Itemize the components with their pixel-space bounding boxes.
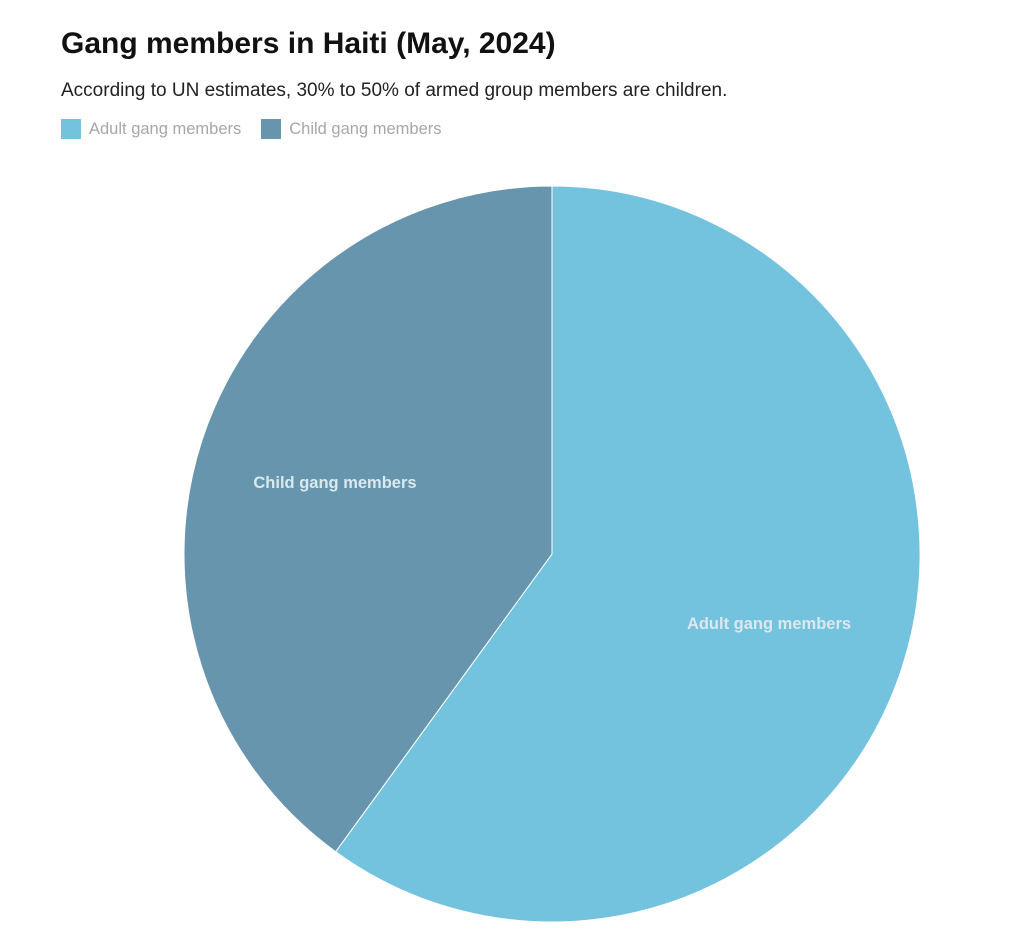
legend-label-child: Child gang members <box>289 120 442 138</box>
pie-labels: Adult gang members Child gang members <box>253 474 851 633</box>
pie-slices <box>183 185 921 923</box>
chart-title: Gang members in Haiti (May, 2024) <box>61 27 556 60</box>
chart-legend: Adult gang members Child gang members <box>61 119 442 139</box>
chart-subtitle: According to UN estimates, 30% to 50% of… <box>61 80 728 101</box>
pie-slice-child[interactable] <box>183 185 553 853</box>
legend-item-adult[interactable]: Adult gang members <box>61 119 241 139</box>
legend-swatch-child <box>261 119 282 139</box>
pie-label-adult: Adult gang members <box>687 615 851 633</box>
legend-swatch-adult <box>61 119 81 139</box>
pie-slice-adult[interactable] <box>334 185 921 923</box>
legend-item-child[interactable]: Child gang members <box>261 119 442 139</box>
legend-label-adult: Adult gang members <box>89 120 242 138</box>
pie-label-child: Child gang members <box>253 474 416 492</box>
